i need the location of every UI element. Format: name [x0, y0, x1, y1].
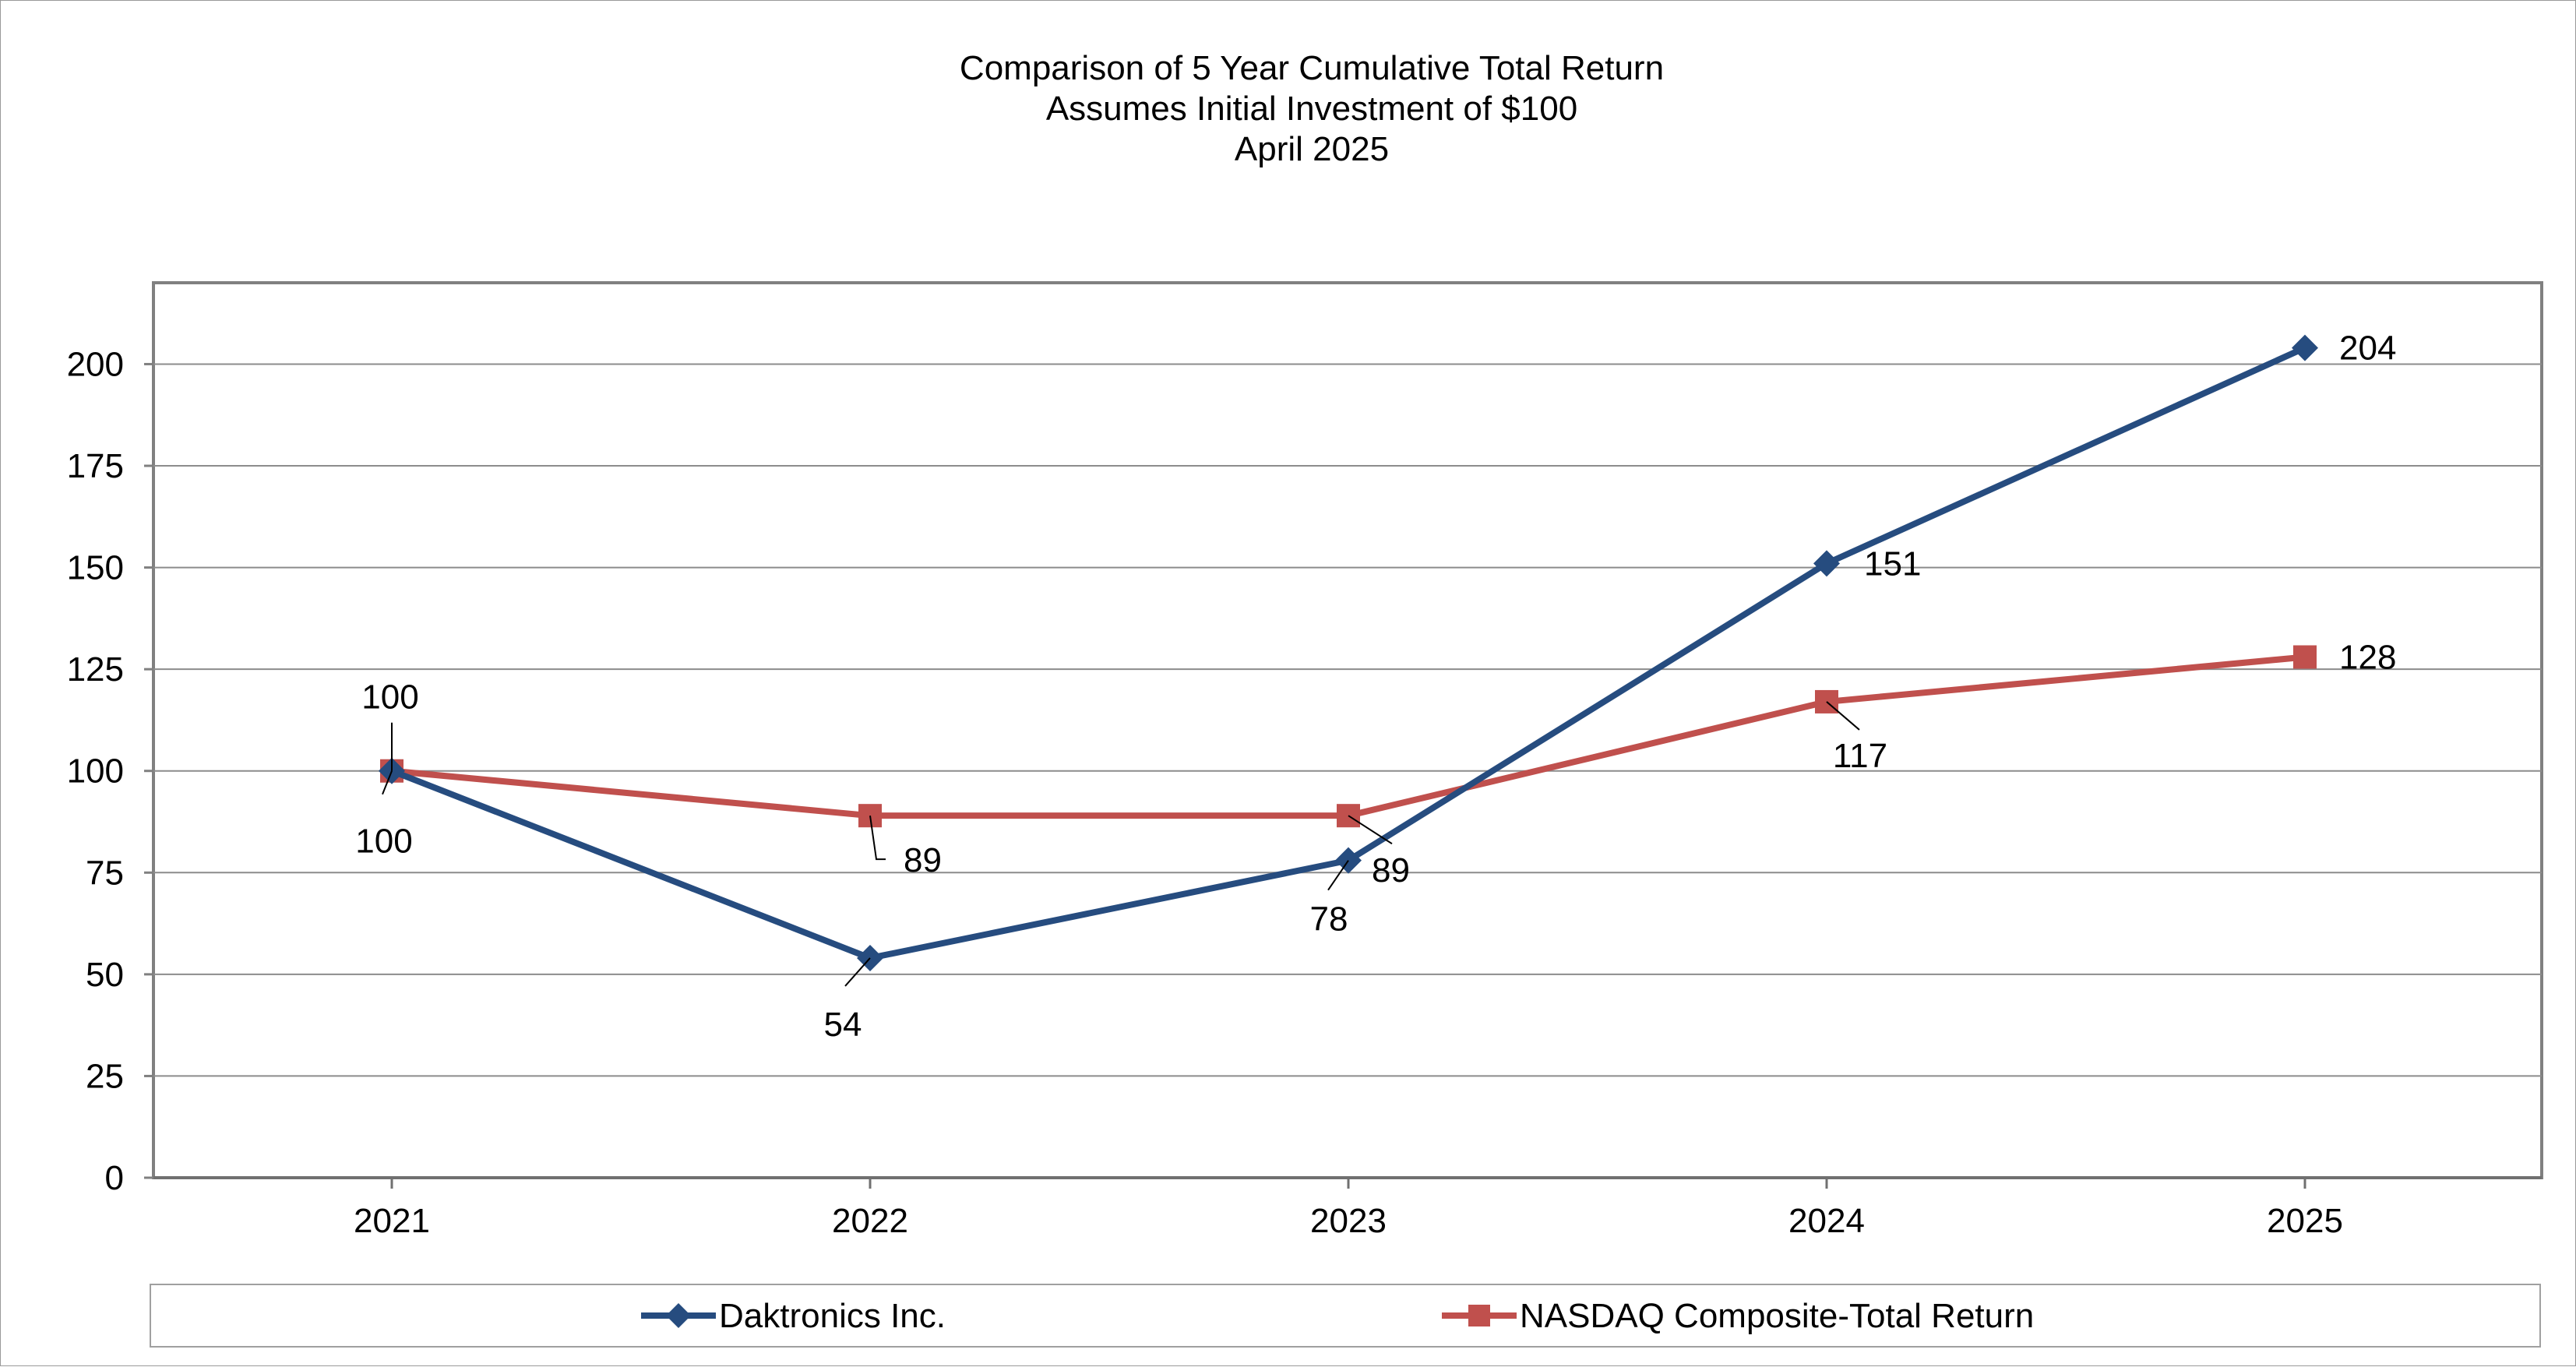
- label-leader-line: [1826, 701, 1860, 731]
- label-leader-line: [382, 770, 393, 795]
- data-point-marker: [1813, 550, 1840, 577]
- y-tick-label: 125: [67, 650, 124, 689]
- y-tick-label: 0: [105, 1159, 124, 1197]
- data-point-marker: [2292, 334, 2318, 361]
- chart-title: Comparison of 5 Year Cumulative Total Re…: [960, 49, 1664, 168]
- x-tick-label: 2024: [1788, 1202, 1865, 1240]
- y-tick-label: 100: [67, 752, 124, 791]
- y-tick-label: 200: [67, 345, 124, 383]
- y-tick-label: 50: [86, 956, 124, 994]
- y-tick-label: 150: [67, 549, 124, 587]
- x-tick-label: 2022: [832, 1202, 908, 1240]
- legend-marker-square-icon: [1468, 1305, 1490, 1326]
- x-tick-label: 2023: [1310, 1202, 1387, 1240]
- data-point-marker: [2293, 645, 2317, 669]
- data-label: 54: [824, 1006, 862, 1044]
- data-label: 78: [1310, 900, 1348, 939]
- x-tick-label: 2025: [2267, 1202, 2343, 1240]
- label-leader-line: [1327, 860, 1349, 891]
- legend-marker-diamond-icon: [666, 1303, 691, 1328]
- data-label: 128: [2339, 638, 2396, 676]
- plot-area: [152, 281, 2543, 1179]
- y-tick-label: 75: [86, 854, 124, 892]
- axes: 0 25 50 75 100 125 150 175 200 2021 2022 2023 2024 20…: [67, 345, 2542, 1240]
- legend-box: [150, 1284, 2541, 1348]
- data-label: 204: [2339, 329, 2396, 368]
- data-label: 100: [355, 823, 412, 861]
- chart-title-line: Assumes Initial Investment of $100: [1046, 90, 1577, 128]
- chart-title-line: April 2025: [1235, 130, 1389, 168]
- data-label: 89: [1372, 851, 1410, 890]
- data-label: 89: [904, 841, 942, 879]
- label-leader-line: [869, 816, 886, 861]
- legend-label: NASDAQ Composite-Total Return: [1520, 1297, 2034, 1335]
- data-label: 117: [1833, 737, 1887, 775]
- data-label: 100: [361, 678, 418, 717]
- label-leader-line: [844, 957, 871, 987]
- chart-title-line: Comparison of 5 Year Cumulative Total Re…: [960, 49, 1664, 87]
- label-leader-line: [1348, 815, 1393, 845]
- data-label: 151: [1864, 544, 1921, 583]
- x-tick-label: 2021: [354, 1202, 430, 1240]
- data-labels: 100 54 78 151 204 100 89 89 117 128: [355, 329, 2396, 1044]
- y-tick-label: 25: [86, 1057, 124, 1095]
- legend: Daktronics Inc. NASDAQ Composite-Total Re…: [150, 1284, 2541, 1348]
- y-tick-label: 175: [67, 447, 124, 485]
- legend-label: Daktronics Inc.: [719, 1297, 946, 1335]
